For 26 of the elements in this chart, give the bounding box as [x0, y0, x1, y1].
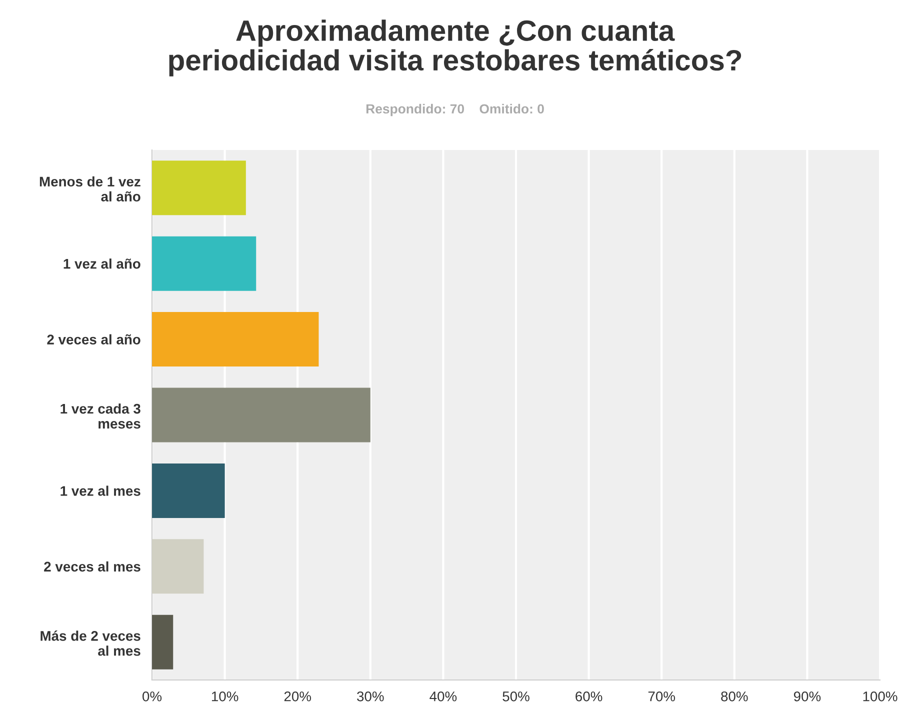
y-tick-label: 1 vez cada 3 meses: [60, 403, 140, 429]
chart-title: Aproximadamente ¿Con cuanta periodicidad visita restobares temáticos?: [169, 20, 742, 76]
x-tick-label: 30%: [357, 691, 384, 702]
x-tick-label: 10%: [212, 691, 238, 702]
x-tick-label: 60%: [576, 691, 602, 702]
x-tick-label: 100%: [863, 691, 898, 702]
y-tick-label: 1 vez al mes: [60, 486, 140, 496]
x-tick-label: 0%: [142, 691, 162, 702]
x-tick-label: 50%: [502, 691, 530, 702]
bar: [152, 614, 174, 670]
y-tick-label: Más de 2 veces al mes: [40, 630, 140, 656]
x-tick-label: 70%: [648, 691, 676, 702]
y-tick-label: Menos de 1 vez al año: [40, 176, 140, 202]
x-tick-label: 90%: [794, 691, 821, 702]
y-tick-label: 2 veces al mes: [44, 561, 140, 572]
bar: [152, 388, 370, 442]
bar: [152, 160, 246, 216]
x-tick-label: 40%: [430, 691, 457, 702]
y-tick-label: 2 veces al año: [47, 334, 140, 344]
chart-subtitle: Respondido: 70 Omitido: 0: [366, 104, 544, 116]
bar: [152, 312, 319, 367]
x-tick-label: 20%: [284, 691, 312, 702]
bar: [152, 463, 225, 518]
x-tick-label: 80%: [721, 691, 748, 702]
bar: [152, 236, 256, 291]
y-tick-label: 1 vez al año: [64, 258, 140, 269]
